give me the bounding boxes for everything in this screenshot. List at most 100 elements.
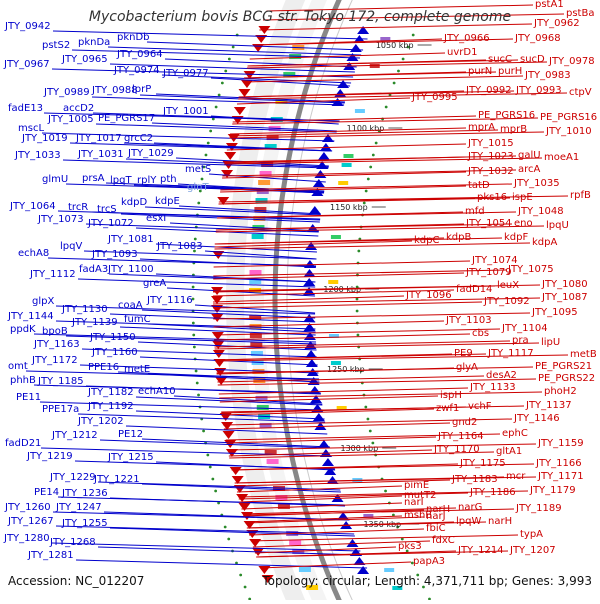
right-gene-label: JTY_1075	[507, 264, 554, 275]
left-leader-line	[91, 96, 345, 106]
left-gene-label: PE14	[34, 487, 59, 498]
right-gene-label: mshB	[404, 510, 432, 521]
left-gene-label: JTY_1116	[146, 295, 193, 306]
cog-category-block	[363, 514, 374, 518]
right-gene-label: narJ	[426, 511, 446, 522]
right-gene-label: JTY_1170	[433, 444, 480, 455]
scale-dot	[211, 477, 215, 481]
right-gene-label: JTY_1179	[529, 485, 576, 496]
right-gene-label: JTY_1214	[457, 545, 504, 556]
scale-dot	[422, 585, 425, 589]
right-gene-label: typA	[520, 529, 543, 540]
left-leader-line	[169, 222, 319, 232]
left-gene-label: coaA	[118, 300, 143, 311]
scale-tick-label: 1300 kbp	[341, 444, 379, 453]
left-gene-label: metS	[185, 164, 211, 175]
left-gene-label: trcR	[68, 202, 88, 213]
cog-category-block	[255, 396, 268, 401]
right-gene-label: cbs	[472, 328, 489, 339]
left-gene-label: JTY_1130	[61, 304, 108, 315]
right-gene-label: pra	[512, 335, 529, 346]
minus-gene-arrow	[317, 440, 330, 448]
left-gene-label: fumC	[124, 314, 151, 325]
scale-dot	[214, 105, 218, 109]
right-leader-line	[245, 515, 403, 523]
cog-category-block	[252, 369, 265, 374]
left-leader-line	[109, 497, 346, 507]
right-gene-label: metB	[570, 349, 597, 360]
plus-gene-arrow	[221, 170, 234, 178]
scale-dot	[194, 369, 198, 373]
right-leader-line	[259, 23, 533, 31]
right-leader-line	[232, 117, 539, 125]
right-gene-label: JTY_0966	[443, 33, 490, 44]
left-gene-label: pknDa	[78, 37, 110, 48]
right-gene-label: JTY_0993	[515, 85, 562, 96]
cog-category-block	[258, 180, 271, 185]
right-leader-line	[221, 405, 525, 413]
right-gene-label: JTY_1189	[515, 503, 562, 514]
left-gene-label: echA10	[138, 386, 176, 397]
left-gene-label: JTY_1144	[7, 311, 54, 322]
right-gene-label: JTY_1183	[451, 474, 498, 485]
right-gene-label: leuX	[497, 280, 519, 291]
right-gene-label: narG	[458, 502, 482, 513]
left-gene-label: PE12	[118, 429, 143, 440]
scale-tick-label: 1150 kbp	[330, 203, 368, 212]
left-gene-label: JTY_1073	[37, 214, 84, 225]
left-leader-line	[103, 511, 350, 521]
plus-gene-arrow	[215, 377, 228, 385]
right-gene-label: ispH	[440, 390, 462, 401]
left-gene-label: JTY_1185	[37, 376, 84, 387]
right-leader-line	[229, 131, 545, 139]
plus-gene-arrow	[212, 341, 225, 349]
left-leader-line	[107, 46, 362, 56]
left-leader-line	[92, 112, 340, 122]
scale-tick-label: 1100 kbp	[347, 124, 385, 133]
plus-gene-arrow	[249, 539, 262, 547]
right-gene-label: lipU	[541, 337, 560, 348]
scale-dot	[356, 333, 360, 337]
right-leader-line	[238, 492, 469, 500]
right-leader-line	[212, 295, 405, 303]
left-gene-label: lpqV	[60, 241, 82, 252]
scale-dot	[374, 141, 378, 145]
right-leader-line	[260, 561, 412, 569]
left-gene-label: JTY_1029	[127, 148, 174, 159]
right-leader-line	[239, 495, 403, 503]
right-gene-label: JTY_1010	[545, 126, 592, 137]
minus-gene-arrow	[305, 242, 318, 250]
left-leader-line	[210, 77, 351, 87]
right-gene-label: purH	[498, 66, 522, 77]
left-gene-label: PPE16	[88, 362, 119, 373]
minus-gene-arrow	[317, 152, 330, 160]
right-gene-label: ephC	[502, 428, 528, 439]
right-gene-label: JTY_0992	[465, 85, 512, 96]
plus-gene-arrow	[261, 575, 274, 583]
right-leader-line	[242, 75, 524, 83]
right-gene-label: lpqU	[546, 220, 569, 231]
cog-category-block	[249, 279, 262, 284]
plus-gene-arrow	[229, 467, 242, 475]
left-gene-label: JTY_1236	[61, 488, 108, 499]
plus-gene-arrow	[231, 476, 244, 484]
left-leader-line	[146, 41, 364, 51]
right-gene-label: JTY_1159	[537, 438, 584, 449]
right-gene-label: ispE	[512, 192, 533, 203]
plus-gene-arrow	[236, 494, 249, 502]
left-leader-line	[155, 243, 317, 253]
cog-category-block	[330, 235, 341, 239]
left-gene-label: JTY_1215	[107, 452, 154, 463]
cog-category-block	[392, 586, 403, 590]
right-gene-label: JTY_0978	[548, 56, 595, 67]
right-gene-label: JTY_1048	[517, 206, 564, 217]
left-gene-label: JTY_1033	[14, 150, 61, 161]
left-gene-label: JTY_0965	[61, 54, 108, 65]
right-gene-label: JTY_1032	[467, 166, 514, 177]
right-gene-label: JTY_1054	[465, 218, 512, 229]
right-gene-label: JTY_1087	[541, 292, 588, 303]
right-gene-label: JTY_1166	[535, 458, 582, 469]
plus-gene-arrow	[222, 431, 235, 439]
